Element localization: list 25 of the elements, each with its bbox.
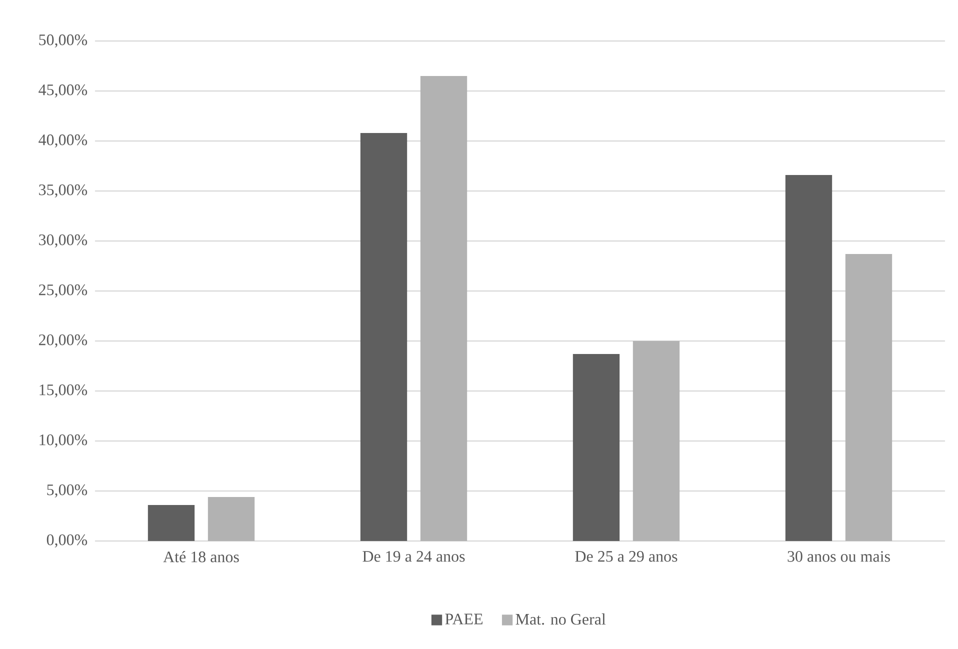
- y-tick-label: 0,00%: [46, 534, 88, 548]
- legend-label: Mat. no Geral: [516, 613, 606, 625]
- bar: [208, 496, 255, 541]
- y-tick-label: 25,00%: [39, 284, 88, 298]
- legend-label: PAEE: [445, 614, 482, 624]
- y-tick-label: 40,00%: [38, 134, 88, 148]
- x-tick-label: De 19 a 24 anos: [362, 551, 465, 562]
- y-tick-label: 15,00%: [40, 384, 88, 398]
- y-tick-label: 10,00%: [40, 434, 88, 448]
- bar: [785, 174, 832, 541]
- y-tick-label: 20,00%: [39, 334, 88, 348]
- bar: [632, 340, 680, 541]
- y-tick-label: 5,00%: [47, 484, 88, 498]
- y-tick-label: 50,00%: [39, 34, 88, 48]
- x-tick-label: 30 anos ou mais: [788, 551, 890, 562]
- x-tick-label: Até 18 anos: [163, 551, 239, 562]
- x-tick-label: De 25 a 29 anos: [575, 551, 678, 562]
- bar: [572, 354, 620, 541]
- bar: [148, 504, 195, 541]
- bar: [845, 254, 892, 541]
- y-tick-label: 45,00%: [38, 84, 88, 98]
- bar: [360, 132, 408, 541]
- bar: [420, 76, 468, 541]
- y-tick-label: 35,00%: [39, 184, 88, 198]
- y-tick-label: 30,00%: [39, 234, 88, 248]
